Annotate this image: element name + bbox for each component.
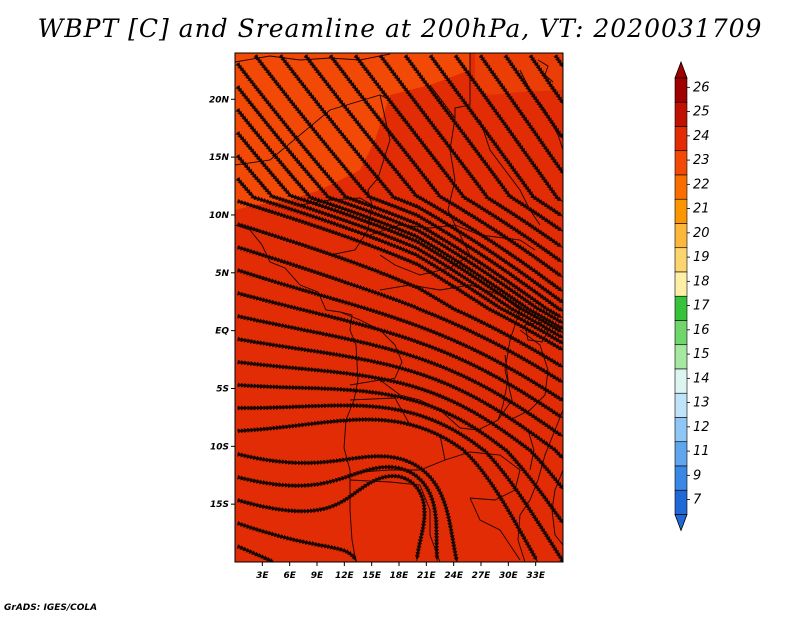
lat-tick-label: 5S bbox=[216, 384, 229, 394]
lon-tick-label: 15E bbox=[362, 571, 382, 581]
lake-victoria bbox=[524, 321, 549, 343]
lat-tick-label: EQ bbox=[215, 327, 229, 337]
lat-tick-label: 10S bbox=[210, 442, 229, 452]
colorbar-label: 9 bbox=[693, 468, 701, 483]
border-zimbabwe-moz bbox=[469, 497, 521, 561]
lon-tick-label: 3E bbox=[256, 571, 269, 581]
colorbar-label: 7 bbox=[693, 493, 702, 508]
streamline bbox=[236, 473, 428, 561]
colorbar-label: 14 bbox=[693, 371, 710, 386]
colorbar-segment bbox=[674, 392, 688, 418]
colorbar-segment bbox=[674, 489, 688, 515]
colorbar-label: 21 bbox=[693, 202, 710, 217]
wbpt-field bbox=[235, 53, 563, 562]
colorbar-segment bbox=[674, 198, 688, 224]
colorbar-segment bbox=[674, 295, 688, 321]
border-drc-east bbox=[459, 309, 521, 431]
lon-tick-label: 24E bbox=[444, 571, 464, 581]
colorbar-segment bbox=[674, 247, 688, 273]
colorbar-segment bbox=[674, 344, 688, 370]
border-drc-north bbox=[379, 284, 521, 311]
latitude-axis: 20N 15N 10N 5N EQ 5S 10S 15S bbox=[209, 95, 235, 510]
colorbar-label: 15 bbox=[693, 347, 710, 362]
colorbar: 26 25 24 23 22 21 20 19 18 17 16 15 14 13 12 11 9 7 bbox=[674, 60, 710, 532]
lon-tick-label: 9E bbox=[311, 571, 324, 581]
colorbar-segment bbox=[674, 126, 688, 152]
border-namibia-botswana bbox=[349, 479, 441, 562]
map-title: WBPT [C] and Sreamline at 200hPa, VT: 20… bbox=[37, 14, 763, 43]
border-tanzania bbox=[509, 329, 549, 421]
grads-credit: GrADS: IGES/COLA bbox=[4, 603, 98, 613]
longitude-axis: 3E 6E 9E 12E 15E 18E 21E 24E 27E 30E 33E bbox=[256, 562, 546, 581]
streamline bbox=[236, 544, 275, 562]
colorbar-label: 19 bbox=[693, 250, 710, 265]
colorbar-segment bbox=[674, 150, 688, 176]
lat-tick-label: 15N bbox=[209, 153, 230, 163]
colorbar-segment bbox=[674, 271, 688, 297]
border-congo bbox=[339, 311, 403, 383]
colorbar-segment bbox=[674, 320, 688, 346]
sinai bbox=[537, 59, 554, 83]
border-car bbox=[369, 224, 471, 276]
colorbar-label: 13 bbox=[693, 396, 710, 411]
colorbar-label: 22 bbox=[693, 177, 710, 192]
border-niger-chad bbox=[367, 94, 391, 206]
border-algeria-niger bbox=[235, 94, 391, 166]
border-libya-egypt bbox=[454, 53, 471, 118]
colorbar-segment bbox=[674, 441, 688, 467]
colorbar-label: 16 bbox=[693, 323, 710, 338]
colorbar-label: 20 bbox=[693, 226, 710, 241]
lake-malawi bbox=[527, 429, 535, 471]
lon-tick-label: 18E bbox=[390, 571, 410, 581]
streamline bbox=[236, 520, 358, 562]
colorbar-bottom-arrow bbox=[674, 514, 688, 532]
colorbar-segment bbox=[674, 174, 688, 200]
colorbar-segment bbox=[674, 465, 688, 491]
colorbar-label: 25 bbox=[693, 105, 710, 120]
colorbar-segment bbox=[674, 101, 688, 127]
border-sudan-south bbox=[454, 224, 536, 251]
lake-tanganyika bbox=[497, 354, 509, 421]
coastline-east bbox=[517, 409, 563, 562]
madagascar-edge bbox=[551, 469, 563, 546]
lat-tick-label: 5N bbox=[215, 269, 229, 279]
streamlines bbox=[235, 53, 563, 562]
colorbar-top-arrow bbox=[674, 60, 688, 79]
colorbar-segment bbox=[674, 417, 688, 443]
country-boundaries bbox=[235, 53, 563, 562]
border-zambia bbox=[444, 451, 521, 501]
lat-tick-label: 15S bbox=[210, 500, 229, 510]
lon-tick-label: 21E bbox=[417, 571, 437, 581]
streamline bbox=[236, 416, 538, 562]
mediterranean-coast bbox=[235, 53, 391, 63]
lon-tick-label: 30E bbox=[499, 571, 519, 581]
lon-tick-label: 6E bbox=[283, 571, 296, 581]
border-angola bbox=[349, 397, 446, 473]
lat-tick-label: 10N bbox=[209, 211, 230, 221]
colorbar-label: 11 bbox=[693, 444, 710, 459]
colorbar-label: 18 bbox=[693, 274, 710, 289]
colorbar-segment bbox=[674, 368, 688, 394]
lon-tick-label: 27E bbox=[472, 571, 492, 581]
lon-tick-label: 33E bbox=[526, 571, 546, 581]
nile-sudan bbox=[479, 119, 541, 226]
border-drc-south bbox=[349, 379, 461, 429]
wbpt-warm-region-ne bbox=[475, 53, 563, 95]
border-chad-sudan bbox=[429, 84, 456, 226]
colorbar-label: 23 bbox=[693, 153, 710, 168]
colorbar-segment bbox=[674, 77, 688, 103]
colorbar-label: 17 bbox=[693, 299, 710, 314]
red-sea-coast bbox=[519, 69, 563, 151]
colorbar-label: 26 bbox=[693, 80, 710, 95]
colorbar-label: 12 bbox=[693, 420, 710, 435]
lon-tick-label: 12E bbox=[335, 571, 355, 581]
colorbar-label: 24 bbox=[693, 129, 710, 144]
border-nigeria bbox=[299, 197, 373, 256]
streamline bbox=[528, 54, 563, 105]
coastline-west bbox=[235, 224, 359, 562]
lat-tick-label: 20N bbox=[209, 95, 230, 105]
streamline bbox=[236, 451, 459, 562]
colorbar-segment bbox=[674, 223, 688, 249]
